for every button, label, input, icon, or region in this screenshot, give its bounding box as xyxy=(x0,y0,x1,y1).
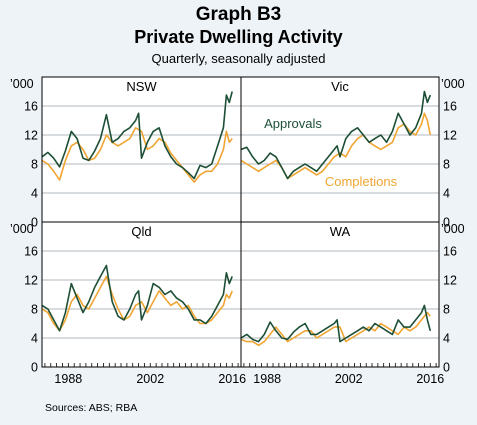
x-tick-label: 2002 xyxy=(136,372,164,386)
y-tick-label-left: 0 xyxy=(31,216,38,230)
y-unit-label-left: ’000 xyxy=(10,77,34,91)
y-tick-label-left: 12 xyxy=(24,129,38,143)
panel-title-nsw: NSW xyxy=(126,79,157,94)
panel-title-vic: Vic xyxy=(331,79,349,94)
chart-note: Quarterly, seasonally adjusted xyxy=(151,51,326,66)
y-unit-label-right: ’000 xyxy=(441,222,465,236)
annotation-approvals: Approvals xyxy=(264,116,322,131)
y-tick-label-right: 8 xyxy=(443,303,450,317)
x-tick-label: 1988 xyxy=(253,372,281,386)
series-line-qld-approvals xyxy=(41,264,233,332)
series-line-vic-approvals xyxy=(240,90,432,180)
x-tick-label: 2002 xyxy=(335,372,363,386)
y-tick-label-right: 8 xyxy=(443,158,450,172)
source-note: Sources: ABS; RBA xyxy=(45,402,138,414)
y-tick-label-right: 16 xyxy=(443,100,457,114)
y-tick-label-right: 4 xyxy=(443,332,450,346)
y-tick-label-right: 12 xyxy=(443,129,457,143)
annotation-completions: Completions xyxy=(325,174,398,189)
x-tick-label: 2016 xyxy=(218,372,246,386)
y-tick-label-right: 0 xyxy=(443,361,450,375)
y-tick-label-left: 0 xyxy=(31,361,38,375)
y-tick-label-left: 4 xyxy=(31,332,38,346)
y-tick-label-right: 0 xyxy=(443,216,450,230)
y-tick-label-right: 16 xyxy=(443,245,457,259)
x-tick-label: 1988 xyxy=(54,372,82,386)
y-unit-label-right: ’000 xyxy=(441,77,465,91)
y-tick-label-left: 12 xyxy=(24,274,38,288)
y-tick-label-left: 8 xyxy=(31,303,38,317)
y-tick-label-left: 8 xyxy=(31,158,38,172)
y-tick-label-right: 4 xyxy=(443,187,450,201)
y-tick-label-left: 4 xyxy=(31,187,38,201)
series-line-nsw-approvals xyxy=(41,91,233,180)
chart-title: Graph B3 xyxy=(195,4,282,25)
y-tick-label-left: 16 xyxy=(24,245,38,259)
y-tick-label-right: 12 xyxy=(443,274,457,288)
series-line-wa-completions xyxy=(240,311,431,347)
y-tick-label-left: 16 xyxy=(24,100,38,114)
panel-title-qld: Qld xyxy=(131,224,151,239)
panel-title-wa: WA xyxy=(330,224,351,239)
y-unit-label-left: ’000 xyxy=(10,222,34,236)
x-tick-label: 2016 xyxy=(416,372,444,386)
series-line-wa-approvals xyxy=(240,304,432,343)
chart-subtitle: Private Dwelling Activity xyxy=(134,27,343,47)
series-line-nsw-completions xyxy=(41,127,233,183)
